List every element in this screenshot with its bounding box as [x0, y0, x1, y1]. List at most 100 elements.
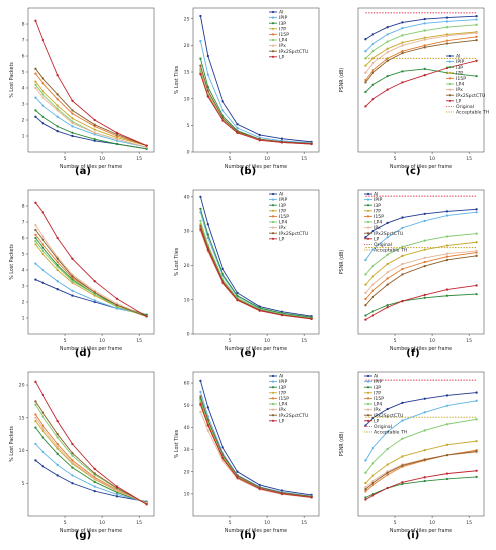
legend-label: LP	[279, 418, 285, 424]
data-point	[364, 273, 367, 276]
data-point	[34, 459, 37, 462]
y-tick-label: 60	[184, 381, 190, 387]
x-axis-label: Number of tiles per frame	[225, 528, 287, 534]
legend-marker	[271, 198, 275, 201]
data-point	[56, 280, 59, 283]
data-point	[34, 262, 37, 265]
chart-svg-f: 5 10 15 Number of tiles per frame PSNR (dB) A…	[339, 189, 485, 352]
data-point	[401, 51, 404, 55]
y-tick-label: 8	[22, 204, 25, 210]
data-point	[401, 437, 404, 440]
data-point	[423, 212, 426, 216]
data-point	[71, 257, 74, 260]
legend-marker	[448, 60, 452, 63]
plot-frame	[27, 7, 155, 153]
data-point	[280, 141, 284, 144]
data-point	[34, 236, 37, 240]
data-point	[371, 57, 374, 60]
data-point	[221, 453, 224, 456]
data-point	[475, 475, 478, 479]
data-point	[258, 133, 261, 137]
legend-label: IPx	[279, 407, 286, 413]
data-point	[364, 486, 367, 489]
data-point	[71, 461, 74, 464]
legend-label: LP	[279, 54, 285, 60]
legend-marker	[271, 33, 275, 36]
data-point	[34, 228, 37, 232]
x-tick-label: 5	[394, 520, 397, 526]
data-point	[93, 472, 96, 475]
panel-caption: (g)	[74, 530, 92, 541]
data-point	[386, 463, 389, 466]
data-point	[475, 39, 478, 42]
y-tick-label: 10	[184, 297, 190, 303]
legend-label: I15P	[374, 396, 384, 402]
data-point	[475, 18, 478, 21]
y-axis-label: PSNR (dB)	[339, 250, 345, 275]
data-point	[93, 467, 96, 471]
data-point	[401, 21, 404, 24]
data-point	[475, 15, 478, 18]
legend-label: I15P	[279, 396, 289, 402]
x-tick-label: 15	[301, 520, 307, 526]
y-tick-label: 7	[22, 220, 25, 226]
series-line	[199, 212, 312, 318]
plot-frame	[192, 7, 320, 153]
data-point	[41, 38, 44, 42]
data-point	[41, 450, 44, 454]
data-point	[56, 474, 59, 477]
series-line	[35, 417, 147, 504]
data-point	[34, 400, 37, 403]
data-point	[206, 248, 209, 252]
legend-label: I3P	[374, 385, 381, 391]
legend-marker	[271, 408, 275, 411]
series-line	[365, 252, 477, 300]
data-point	[34, 86, 37, 90]
data-point	[423, 17, 426, 21]
data-point	[364, 490, 367, 493]
legend-label: LP4	[279, 220, 287, 226]
y-tick-label: 2	[22, 118, 25, 124]
x-tick-label: 15	[136, 156, 142, 162]
data-point	[386, 51, 389, 54]
data-point	[115, 485, 119, 488]
data-point	[280, 313, 284, 317]
data-point	[56, 115, 59, 118]
data-point	[401, 226, 404, 230]
data-point	[364, 297, 367, 301]
panel-caption: (d)	[74, 348, 92, 359]
x-tick-label: 10	[99, 520, 105, 526]
data-point	[401, 455, 404, 458]
legend-label: LP4	[279, 402, 287, 408]
panel-caption: (a)	[75, 166, 91, 177]
series-line	[35, 81, 147, 147]
data-point	[445, 20, 449, 23]
x-tick-label: 5	[229, 520, 232, 526]
data-point	[41, 96, 44, 99]
data-point	[93, 289, 96, 292]
data-point	[41, 93, 44, 96]
data-point	[423, 429, 426, 432]
data-point	[236, 131, 239, 134]
legend-marker	[366, 391, 370, 394]
legend-marker	[366, 220, 370, 224]
legend-marker	[271, 391, 275, 394]
data-point	[206, 233, 209, 236]
data-point	[199, 410, 202, 414]
data-point	[364, 258, 367, 262]
data-point	[364, 50, 367, 53]
data-point	[364, 318, 367, 321]
data-point	[371, 275, 374, 278]
legend-marker	[271, 38, 275, 42]
data-point	[206, 73, 209, 76]
series-line	[365, 250, 477, 294]
data-point	[199, 64, 202, 67]
data-point	[364, 236, 367, 239]
y-tick-label: 10	[184, 491, 190, 497]
data-point	[364, 71, 367, 74]
data-point	[445, 472, 449, 475]
data-point	[34, 426, 37, 429]
data-point	[445, 235, 449, 238]
legend-label: IPx	[456, 87, 463, 93]
legend-label: I3P	[279, 21, 286, 27]
